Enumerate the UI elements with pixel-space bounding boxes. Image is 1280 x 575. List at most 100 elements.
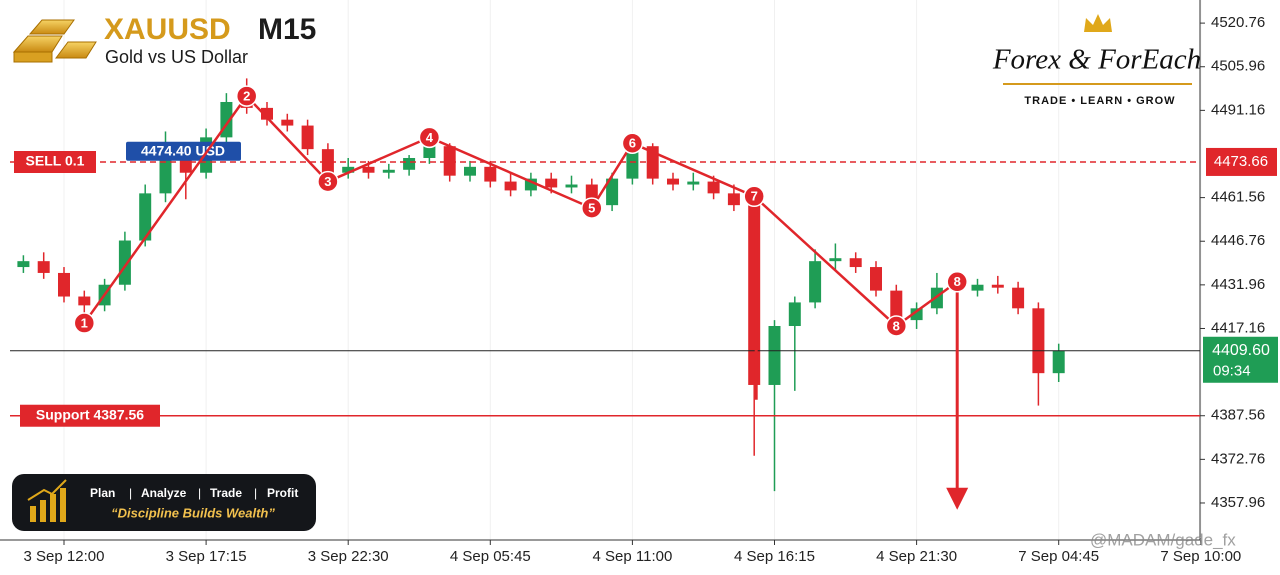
candle-body <box>281 119 294 126</box>
badge-icon <box>27 479 67 522</box>
candle-body <box>139 193 152 241</box>
pattern-point <box>235 85 258 107</box>
candle-body <box>484 166 497 182</box>
sell-price-tag <box>1206 147 1277 176</box>
candle-body <box>321 149 334 173</box>
price-label: 4409.60 <box>1212 342 1270 359</box>
x-tick-label: 3 Sep 17:15 <box>166 548 247 565</box>
separator: | <box>254 486 257 500</box>
candle-body <box>565 184 578 188</box>
candle-body <box>78 296 91 306</box>
candle-body <box>748 205 761 385</box>
badge-step: Analyze <box>141 486 187 500</box>
candle-body <box>464 166 476 176</box>
x-tick-label: 7 Sep 10:00 <box>1160 548 1241 565</box>
separator: | <box>198 486 201 500</box>
candle-body <box>687 181 700 185</box>
x-tick-label: 3 Sep 12:00 <box>24 548 105 565</box>
candle-body <box>504 181 517 191</box>
candle-body <box>1012 287 1025 309</box>
badge-step: Plan <box>90 486 115 500</box>
candle-body <box>342 166 355 173</box>
candle-body <box>991 284 1004 288</box>
x-tick-label: 4 Sep 05:45 <box>450 548 531 565</box>
pattern-point <box>743 185 765 208</box>
pattern-label: 1 <box>81 315 88 330</box>
y-tick-label: 4372.76 <box>1211 450 1265 467</box>
candle-body <box>707 181 720 194</box>
y-tick-label: 4357.96 <box>1211 494 1265 511</box>
x-tick-label: 3 Sep 22:30 <box>308 548 389 565</box>
candle-body <box>849 258 862 268</box>
pattern-point <box>885 315 908 337</box>
x-tick-label: 4 Sep 21:30 <box>876 548 957 565</box>
candle-body <box>667 178 679 185</box>
watermark: @MADAM/gade_fx <box>1090 530 1236 549</box>
candle-body <box>261 107 273 120</box>
y-tick-label: 4417.16 <box>1211 319 1265 336</box>
grid <box>63 0 1202 540</box>
pattern-label: 8 <box>893 318 900 333</box>
candle-body <box>829 258 842 262</box>
entry-tag <box>126 141 241 161</box>
y-tick-label: 4491.16 <box>1211 101 1265 118</box>
pattern-point <box>317 170 339 193</box>
crown <box>1084 14 1112 32</box>
chart-subtitle: Gold vs US Dollar <box>105 47 248 67</box>
y-tick-label: 4431.96 <box>1211 276 1265 293</box>
y-tick-label: 4461.56 <box>1211 189 1265 206</box>
pattern-label: 8 <box>954 274 961 289</box>
candle-body <box>606 178 619 206</box>
candle-body <box>403 157 416 170</box>
candle-body <box>37 261 50 273</box>
pattern-point <box>621 132 644 155</box>
candle-body <box>809 261 822 303</box>
chart-title: XAUUSD <box>104 13 231 46</box>
brand-tagline: TRADE • LEARN • GROW <box>1024 95 1175 107</box>
badge-step: Trade <box>210 486 242 500</box>
candle-body <box>524 178 537 191</box>
timeframe: M15 <box>258 13 316 46</box>
y-tick-label: 4505.96 <box>1211 58 1265 75</box>
candle-body <box>971 284 984 291</box>
candle-body <box>788 302 801 327</box>
candle-body <box>382 169 395 173</box>
pattern-point <box>73 312 96 334</box>
candle-body <box>17 261 30 268</box>
pattern-point <box>581 197 603 219</box>
candle-body <box>443 146 456 176</box>
pattern-label: 6 <box>629 136 636 151</box>
x-tick-label: 4 Sep 11:00 <box>593 548 673 565</box>
price-tag <box>1203 336 1278 383</box>
candle-body <box>870 267 882 291</box>
x-tick-label: 4 Sep 16:15 <box>734 548 815 565</box>
pattern-label: 5 <box>588 201 595 216</box>
y-tick-label: 4446.76 <box>1211 232 1265 249</box>
candle-body <box>768 326 781 385</box>
candle-body <box>423 146 436 158</box>
y-tick-label: 4520.76 <box>1211 14 1265 31</box>
countdown: 09:34 <box>1213 363 1251 380</box>
pattern-point <box>418 126 441 149</box>
badge-motto: “Discipline Builds Wealth” <box>111 505 275 520</box>
candle-body <box>1052 350 1065 374</box>
pattern-point <box>946 271 968 293</box>
pattern-label: 4 <box>426 130 434 145</box>
candle-body <box>362 166 375 173</box>
sell-tag <box>14 151 96 173</box>
separator: | <box>129 486 132 500</box>
arrow-head <box>946 487 969 510</box>
candle-body <box>910 308 923 321</box>
pattern-label: 7 <box>751 189 758 204</box>
gold-icon <box>12 19 97 63</box>
badge-step: Profit <box>267 486 298 500</box>
candle-body <box>58 272 70 297</box>
candle-body <box>727 193 740 206</box>
candle-body <box>118 240 131 285</box>
sell-label: SELL 0.1 <box>26 153 85 169</box>
candle-body <box>545 178 558 188</box>
candle-body <box>1032 308 1045 374</box>
support-label: Support 4387.56 <box>36 406 144 422</box>
overlay: 4357.96 4372.76 4387.56 4417.16 4431.96 4446.… <box>10 14 1278 565</box>
